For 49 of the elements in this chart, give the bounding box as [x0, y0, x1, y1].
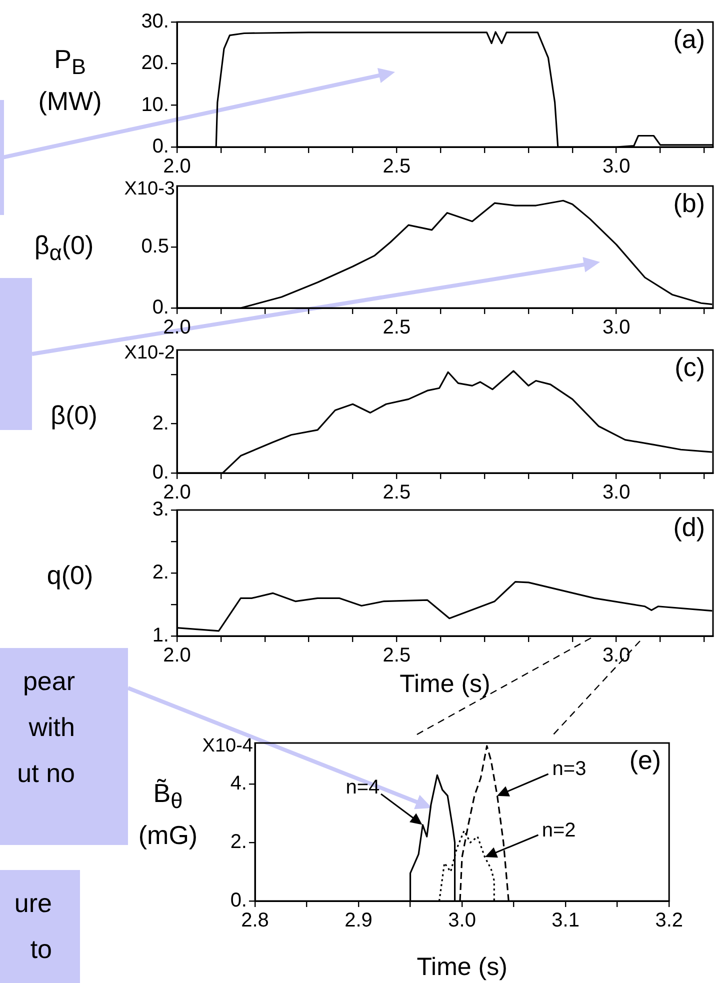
x-tick-label: 3.0 [602, 482, 630, 504]
y-tick-label: 0. [152, 462, 169, 484]
y-axis-title: B̃$_{θ}$ (mG) [137, 777, 199, 852]
x-tick-label: 3.0 [602, 644, 630, 667]
y-tick-label: 1. [152, 624, 169, 647]
x-tick-label: 3.0 [602, 316, 630, 339]
text: X10-3 [124, 178, 175, 200]
annotation: (e) [629, 745, 662, 776]
y-axis-title: β$_{α}$(0) [33, 229, 95, 268]
y-axis-title: q(0) [46, 559, 94, 592]
x-tick-label: 2.0 [163, 644, 191, 667]
y-axis-title: β(0) [50, 399, 98, 432]
x-axis-title: Time (s) [400, 670, 490, 698]
x-tick-label: 3.2 [655, 910, 684, 932]
y-tick-label: 2. [152, 412, 169, 434]
x-tick-label: 2.9 [344, 910, 372, 932]
x-tick-label: 3.0 [602, 156, 630, 178]
text: ure to [0, 870, 80, 983]
x-tick-label: 2.5 [382, 482, 411, 504]
annotation: n=2 [542, 820, 576, 842]
annotation: n=3 [552, 758, 586, 780]
y-tick-label: 4. [230, 772, 247, 794]
text: X10-2 [124, 342, 175, 364]
x-tick-label: 2.8 [241, 910, 269, 932]
y-tick-label: 30. [141, 10, 169, 33]
y-axis-title: P$_{B}$ (MW) [37, 43, 103, 118]
x-tick-label: 3.1 [552, 910, 580, 932]
y-tick-label: 0. [152, 136, 169, 158]
x-tick-label: 2.0 [163, 316, 191, 339]
x-tick-label: 3.0 [448, 910, 476, 932]
annotation: (a) [673, 24, 705, 54]
y-tick-label: 0. [152, 296, 169, 319]
y-tick-label: 0. [230, 890, 247, 912]
y-tick-label: 2. [152, 562, 169, 584]
annotation: n=4 [346, 776, 380, 798]
annotation: (b) [673, 188, 705, 218]
x-tick-label: 2.5 [382, 644, 411, 667]
y-tick-label: 0.5 [141, 236, 169, 258]
x-axis-title: Time (s) [416, 952, 508, 981]
x-tick-label: 2.5 [382, 316, 411, 339]
y-tick-label: 2. [230, 830, 247, 853]
text: X10-4 [202, 736, 254, 757]
annotation: (c) [674, 352, 705, 382]
x-tick-label: 2.0 [163, 156, 191, 178]
x-tick-label: 2.5 [382, 156, 411, 178]
text: pear with ut no [0, 648, 128, 845]
y-tick-label: 20. [141, 52, 169, 74]
annotation: (d) [673, 512, 705, 542]
y-tick-label: 10. [141, 94, 169, 116]
